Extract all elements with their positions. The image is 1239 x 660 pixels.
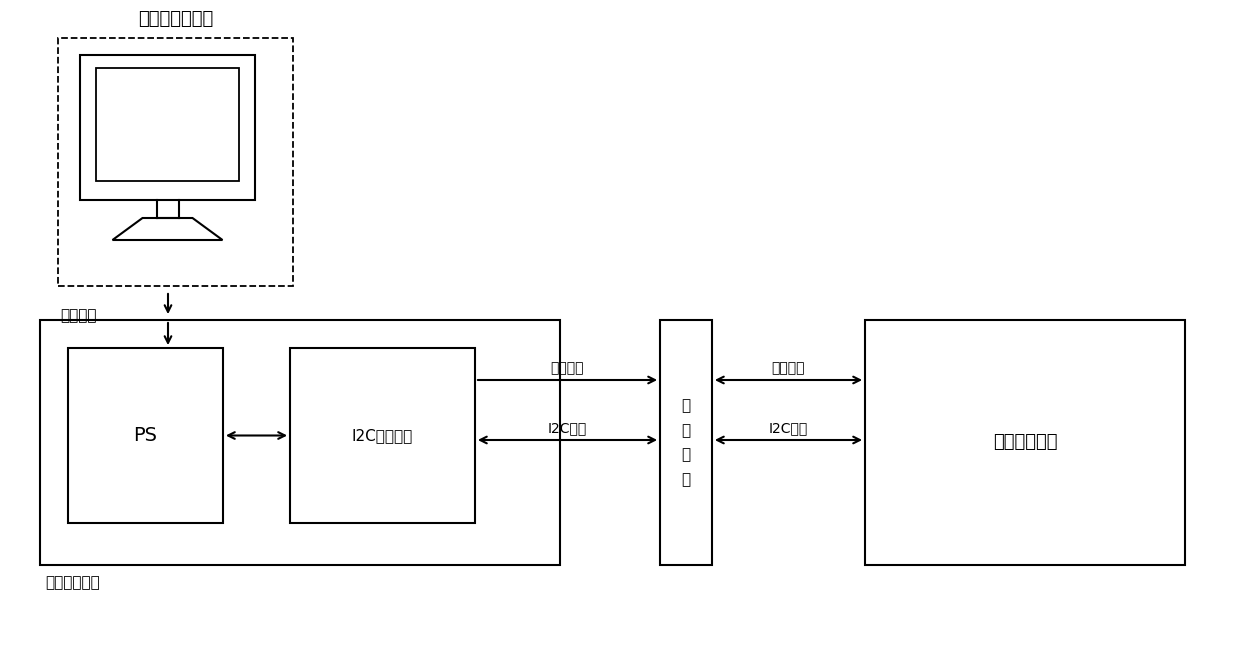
Bar	[81, 55, 255, 200]
Text: 上位机监测系统: 上位机监测系统	[138, 10, 213, 28]
Text: I2C信号: I2C信号	[769, 421, 808, 435]
Bar	[58, 38, 292, 286]
Bar	[95, 68, 239, 181]
Bar	[40, 320, 560, 565]
Text: 数据处理单元: 数据处理单元	[45, 576, 100, 591]
Text: 选择信号: 选择信号	[772, 361, 805, 375]
Polygon shape	[113, 218, 223, 240]
Bar	[68, 348, 223, 523]
Text: 状态采集单元: 状态采集单元	[992, 434, 1057, 451]
Text: 背
板
端
口: 背 板 端 口	[681, 398, 690, 487]
Bar	[290, 348, 475, 523]
Bar	[660, 320, 712, 565]
Text: I2C采集模块: I2C采集模块	[352, 428, 413, 443]
Text: 传输通道: 传输通道	[59, 308, 97, 323]
Text: PS: PS	[134, 426, 157, 445]
Text: 选择信号: 选择信号	[551, 361, 585, 375]
Text: I2C信号: I2C信号	[548, 421, 587, 435]
Bar	[865, 320, 1184, 565]
